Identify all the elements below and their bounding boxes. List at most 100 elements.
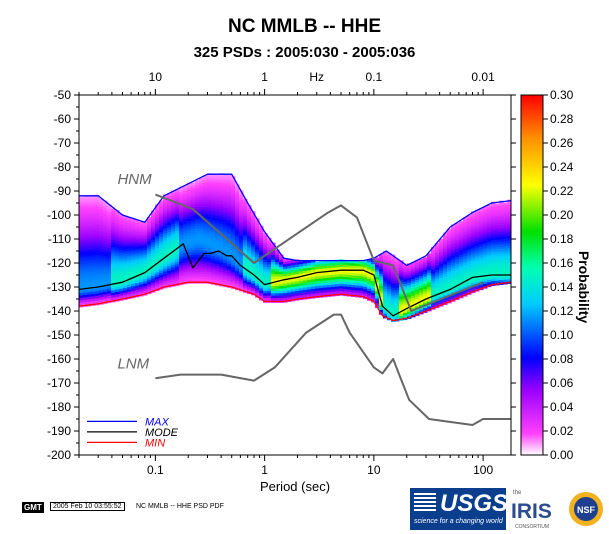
density-cell xyxy=(199,182,204,186)
density-cell xyxy=(307,269,312,273)
density-cell xyxy=(207,240,212,244)
density-cell xyxy=(503,216,508,220)
density-cell xyxy=(419,282,424,286)
density-cell xyxy=(143,240,148,243)
density-cell xyxy=(235,258,240,262)
density-cell xyxy=(491,213,496,217)
density-cell xyxy=(467,284,472,288)
density-cell xyxy=(279,259,284,263)
density-cell xyxy=(239,240,244,244)
density-cell xyxy=(219,278,224,282)
density-cell xyxy=(211,260,216,264)
density-cell xyxy=(431,271,436,274)
density-cell xyxy=(79,235,84,238)
y-tick-label: -140 xyxy=(47,304,71,318)
density-cell xyxy=(475,252,480,256)
density-cell xyxy=(155,257,160,260)
density-cell xyxy=(283,268,288,272)
density-cell xyxy=(123,220,128,224)
density-cell xyxy=(475,240,480,244)
density-cell xyxy=(239,202,244,206)
density-cell xyxy=(383,301,388,305)
density-cell xyxy=(443,256,448,260)
density-cell xyxy=(99,256,104,260)
density-cell xyxy=(255,273,260,277)
density-cell xyxy=(455,268,460,272)
density-cell xyxy=(103,202,108,206)
density-cell xyxy=(483,245,488,248)
usgs-logo: USGS science for a changing world xyxy=(410,488,508,530)
density-cell xyxy=(463,257,468,261)
density-cell xyxy=(207,262,212,265)
density-cell xyxy=(147,226,152,230)
density-cell xyxy=(147,260,152,263)
density-cell xyxy=(139,291,144,295)
density-cell xyxy=(343,281,348,285)
density-cell xyxy=(355,261,360,264)
density-cell xyxy=(491,266,496,270)
density-cell xyxy=(119,288,124,292)
density-cell xyxy=(483,223,488,227)
density-cell xyxy=(315,264,320,267)
density-cell xyxy=(407,296,412,300)
density-cell xyxy=(167,210,172,214)
density-cell xyxy=(491,225,496,229)
density-cell xyxy=(495,227,500,231)
density-cell xyxy=(379,297,384,301)
density-cell xyxy=(303,277,308,281)
density-cell xyxy=(259,237,264,241)
density-cell xyxy=(199,194,204,198)
density-cell xyxy=(127,229,132,232)
density-cell xyxy=(195,242,200,246)
density-cell xyxy=(211,195,216,199)
density-cell xyxy=(171,243,176,246)
density-cell xyxy=(199,189,204,193)
density-cell xyxy=(115,231,120,235)
density-cell xyxy=(103,243,108,247)
density-cell xyxy=(115,262,120,266)
density-cell xyxy=(79,208,84,212)
density-cell xyxy=(431,268,436,272)
density-cell xyxy=(127,260,132,264)
density-cell xyxy=(259,264,264,267)
density-cell xyxy=(171,269,176,273)
colorbar-tick-label: 0.28 xyxy=(550,112,574,126)
density-cell xyxy=(203,199,208,203)
density-cell xyxy=(103,231,108,235)
density-cell xyxy=(215,194,220,197)
density-cell xyxy=(99,246,104,250)
density-cell xyxy=(207,250,212,253)
density-cell xyxy=(315,290,320,294)
density-cell xyxy=(451,236,456,240)
density-cell xyxy=(271,254,276,258)
density-cell xyxy=(455,251,460,255)
density-cell xyxy=(191,237,196,241)
density-cell xyxy=(199,278,204,282)
density-cell xyxy=(119,240,124,244)
density-cell xyxy=(235,234,240,238)
density-cell xyxy=(231,240,236,244)
density-cell xyxy=(375,262,380,265)
density-cell xyxy=(159,255,164,259)
density-cell xyxy=(259,292,264,296)
density-cell xyxy=(151,268,156,272)
density-cell xyxy=(483,209,488,212)
density-cell xyxy=(463,286,468,290)
density-cell xyxy=(279,273,284,277)
density-cell xyxy=(155,226,160,229)
density-cell xyxy=(395,277,400,281)
density-cell xyxy=(155,252,160,256)
density-cell xyxy=(427,260,432,264)
density-cell xyxy=(291,269,296,273)
density-cell xyxy=(475,260,480,263)
density-cell xyxy=(211,243,216,247)
density-cell xyxy=(339,276,344,279)
density-cell xyxy=(215,234,220,238)
density-cell xyxy=(215,246,220,250)
density-cell xyxy=(479,237,484,240)
density-cell xyxy=(379,256,384,260)
density-cell xyxy=(187,199,192,203)
density-cell xyxy=(247,231,252,235)
density-cell xyxy=(203,237,208,241)
density-cell xyxy=(139,277,144,280)
